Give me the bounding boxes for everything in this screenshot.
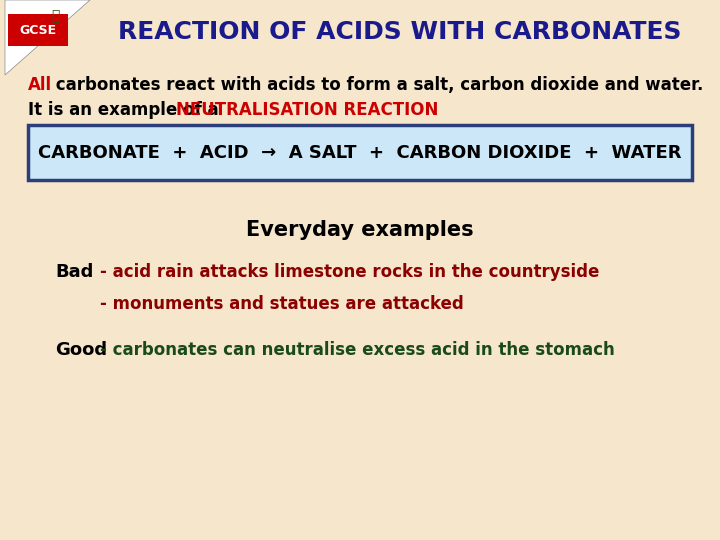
Polygon shape (5, 0, 90, 75)
Text: 🌲: 🌲 (51, 9, 59, 23)
Text: carbonates react with acids to form a salt, carbon dioxide and water.: carbonates react with acids to form a sa… (50, 76, 703, 94)
Text: GCSE: GCSE (19, 24, 57, 37)
Text: - monuments and statues are attacked: - monuments and statues are attacked (100, 295, 464, 313)
Text: Everyday examples: Everyday examples (246, 220, 474, 240)
Text: Bad: Bad (55, 263, 94, 281)
Text: Good: Good (55, 341, 107, 359)
Text: REACTION OF ACIDS WITH CARBONATES: REACTION OF ACIDS WITH CARBONATES (118, 20, 682, 44)
Text: CARBONATE  +  ACID  →  A SALT  +  CARBON DIOXIDE  +  WATER: CARBONATE + ACID → A SALT + CARBON DIOXI… (38, 144, 682, 161)
Text: It is an example of a: It is an example of a (28, 101, 225, 119)
FancyBboxPatch shape (8, 14, 68, 46)
Text: - carbonates can neutralise excess acid in the stomach: - carbonates can neutralise excess acid … (100, 341, 615, 359)
FancyBboxPatch shape (28, 125, 692, 180)
Text: All: All (28, 76, 52, 94)
Text: NEUTRALISATION REACTION: NEUTRALISATION REACTION (176, 101, 438, 119)
Text: - acid rain attacks limestone rocks in the countryside: - acid rain attacks limestone rocks in t… (100, 263, 599, 281)
